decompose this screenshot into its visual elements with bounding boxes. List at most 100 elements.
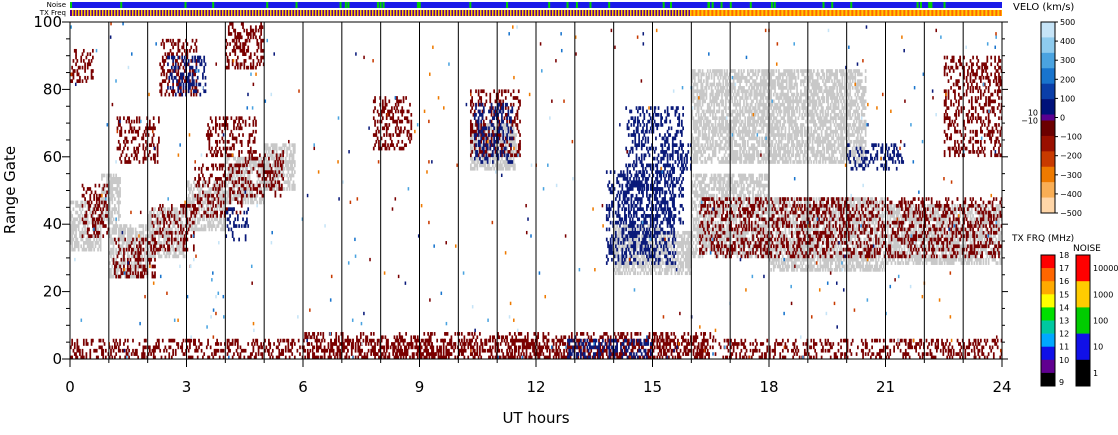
ground-scatter-cell	[792, 264, 795, 269]
ground-scatter-cell	[212, 220, 215, 225]
ground-scatter-cell	[813, 264, 815, 269]
ground-scatter-cell	[192, 200, 195, 205]
ground-scatter-cell	[264, 180, 266, 185]
ground-scatter-cell	[775, 257, 778, 262]
ground-scatter-cell	[765, 224, 767, 228]
ground-scatter-cell	[759, 180, 762, 185]
ground-scatter-cell	[617, 261, 620, 265]
ground-scatter-cell	[279, 146, 282, 151]
ground-scatter-cell	[719, 217, 722, 222]
ground-scatter-cell	[860, 264, 863, 269]
ground-scatter-cell	[741, 180, 744, 185]
ground-scatter-cell	[653, 264, 656, 269]
ground-scatter-cell	[771, 257, 774, 262]
ground-scatter-cell	[257, 166, 260, 171]
ground-scatter-cell	[717, 224, 719, 228]
ground-scatter-cell	[93, 247, 96, 252]
ground-scatter-cell	[216, 217, 218, 222]
ground-scatter-cell	[661, 230, 664, 235]
ground-scatter-cell	[216, 200, 218, 205]
ground-scatter-cell	[784, 207, 787, 212]
ground-scatter-cell	[168, 227, 171, 232]
ground-scatter-cell	[497, 166, 499, 171]
freq-strip-tick	[621, 10, 623, 16]
ground-scatter-cell	[291, 173, 294, 178]
ground-scatter-cell	[504, 133, 507, 137]
ground-scatter-cell	[666, 251, 669, 255]
ground-scatter-cell	[775, 197, 778, 201]
ground-scatter-cell	[180, 241, 182, 245]
ground-scatter-cell	[757, 241, 760, 245]
ground-scatter-cell	[748, 190, 751, 195]
ground-scatter-cell	[620, 247, 622, 252]
ground-scatter-cell	[137, 264, 140, 269]
ground-scatter-cell	[844, 224, 846, 228]
ground-scatter-cell	[90, 220, 93, 225]
ground-scatter-cell	[723, 180, 726, 185]
ground-scatter-cell	[829, 241, 832, 245]
ground-scatter-cell	[117, 193, 120, 198]
noise-strip-tick	[295, 2, 298, 8]
noise-strip-label: Noise	[47, 1, 66, 9]
ground-scatter-cell	[134, 274, 137, 279]
ground-scatter-cell	[249, 160, 252, 164]
freq-strip-tick	[114, 10, 116, 16]
ground-scatter-cell	[260, 166, 263, 171]
ground-scatter-cell	[841, 207, 844, 212]
ground-scatter-cell	[704, 234, 707, 238]
ground-scatter-cell	[779, 247, 782, 252]
ground-scatter-cell	[749, 224, 752, 228]
ground-scatter-cell	[655, 251, 657, 255]
ground-scatter-cell	[108, 180, 111, 185]
ground-scatter-cell	[160, 210, 163, 215]
ground-scatter-cell	[110, 177, 112, 181]
freq-strip-tick	[255, 10, 257, 16]
ground-scatter-cell	[203, 207, 206, 212]
ground-scatter-cell	[721, 197, 723, 201]
ground-scatter-cell	[872, 241, 875, 245]
ground-scatter-cell	[627, 237, 630, 242]
ground-scatter-cell	[292, 150, 295, 154]
ground-scatter-cell	[680, 247, 683, 252]
ground-scatter-cell	[704, 241, 707, 245]
ground-scatter-cell	[273, 143, 275, 147]
ground-scatter-cell	[722, 254, 725, 259]
noise-strip-tick	[266, 2, 269, 8]
ground-scatter-cell	[111, 180, 114, 185]
ground-scatter-cell	[476, 166, 479, 171]
ground-scatter-cell	[643, 244, 646, 249]
ground-scatter-cell	[280, 150, 283, 154]
ground-scatter-cell	[108, 217, 111, 222]
ground-scatter-cell	[108, 200, 111, 205]
ground-scatter-cell	[102, 190, 105, 195]
freq-strip-tick	[564, 10, 566, 16]
freq-strip-tick	[162, 10, 164, 16]
ground-scatter-cell	[805, 234, 807, 238]
ground-scatter-cell	[873, 203, 876, 208]
ground-scatter-cell	[205, 197, 208, 201]
ground-scatter-cell	[626, 271, 629, 276]
ground-scatter-cell	[809, 207, 811, 212]
ground-scatter-cell	[106, 180, 108, 185]
ground-scatter-cell	[198, 210, 200, 215]
ground-scatter-cell	[739, 220, 741, 225]
ground-scatter-cell	[825, 254, 828, 259]
ground-scatter-cell	[116, 251, 119, 255]
ground-scatter-cell	[829, 227, 832, 232]
freq-strip-tick	[835, 10, 838, 16]
ground-scatter-cell	[203, 190, 206, 195]
ground-scatter-cell	[268, 146, 270, 151]
ground-scatter-cell	[240, 187, 243, 191]
ground-scatter-cell	[642, 234, 644, 238]
ground-scatter-cell	[765, 247, 767, 252]
ground-scatter-cell	[622, 268, 625, 272]
ground-scatter-cell	[774, 264, 776, 269]
ground-scatter-cell	[802, 234, 805, 238]
ground-scatter-cell	[771, 261, 774, 265]
ground-scatter-cell	[815, 217, 818, 222]
ground-scatter-cell	[867, 217, 870, 222]
ground-scatter-cell	[726, 217, 729, 222]
ground-scatter-cell	[868, 214, 871, 218]
ground-scatter-cell	[234, 156, 237, 161]
ground-scatter-cell	[832, 257, 835, 262]
